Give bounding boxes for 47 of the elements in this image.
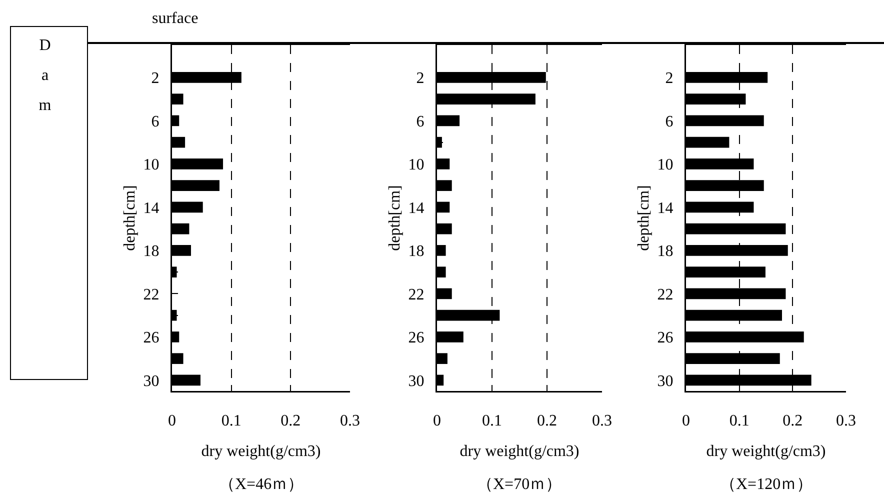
y-tick-label: 10 — [657, 156, 674, 174]
text: （X=120ｍ） — [720, 476, 813, 493]
y-tick-label: 2 — [665, 70, 674, 88]
x-axis-title: dry weight(g/cm3) — [706, 443, 826, 460]
y-tick-label: 30 — [143, 372, 160, 390]
y-tick-label: 6 — [416, 113, 424, 130]
y-tick-label: 10 — [143, 156, 160, 174]
y-tick-label: 6 — [665, 113, 674, 130]
y-tick-label: 10 — [408, 156, 424, 174]
x-tick-label: 0 — [168, 412, 176, 430]
y-tick-label: 30 — [408, 372, 424, 390]
y-tick-label: 22 — [143, 286, 160, 304]
y-tick-label: 30 — [657, 372, 674, 390]
x-axis-title: dry weight(g/cm3) — [201, 443, 321, 460]
text: surface — [152, 10, 198, 28]
y-tick-label: 26 — [143, 330, 160, 347]
x-tick-label: 0.2 — [537, 412, 557, 430]
x-tick-label: 0 — [682, 412, 690, 430]
y-tick-label: 22 — [657, 286, 674, 304]
x-tick-label: 0.2 — [782, 412, 803, 430]
text: （X=46ｍ） — [219, 476, 304, 493]
y-tick-label: 2 — [416, 70, 424, 88]
x-tick-label: 0.1 — [482, 412, 502, 430]
x-tick-label: 0 — [433, 412, 441, 430]
y-axis-title: depth[cm] — [121, 185, 138, 251]
dam-box: Dam — [10, 26, 88, 380]
text: （X=70ｍ） — [477, 476, 562, 493]
x-tick-label: 0.3 — [340, 412, 360, 430]
y-tick-label: 18 — [143, 243, 160, 260]
y-tick-label: 14 — [143, 200, 160, 217]
y-tick-label: 18 — [657, 243, 674, 260]
y-tick-label: 2 — [151, 70, 160, 88]
x-tick-label: 0.1 — [221, 412, 242, 430]
x-tick-label: 0.2 — [280, 412, 301, 430]
y-tick-label: 26 — [657, 330, 674, 347]
y-tick-label: 14 — [408, 200, 424, 217]
y-axis-title: depth[cm] — [635, 185, 652, 251]
x-tick-label: 0.3 — [836, 412, 856, 430]
x-axis-title: dry weight(g/cm3) — [460, 443, 580, 460]
y-tick-label: 22 — [408, 286, 424, 304]
x-tick-label: 0.3 — [592, 412, 612, 430]
y-tick-label: 14 — [657, 200, 674, 217]
y-tick-label: 6 — [151, 113, 160, 130]
y-tick-label: 26 — [408, 330, 424, 347]
x-tick-label: 0.1 — [729, 412, 750, 430]
y-tick-label: 18 — [408, 243, 424, 260]
y-axis-title: depth[cm] — [386, 185, 404, 251]
